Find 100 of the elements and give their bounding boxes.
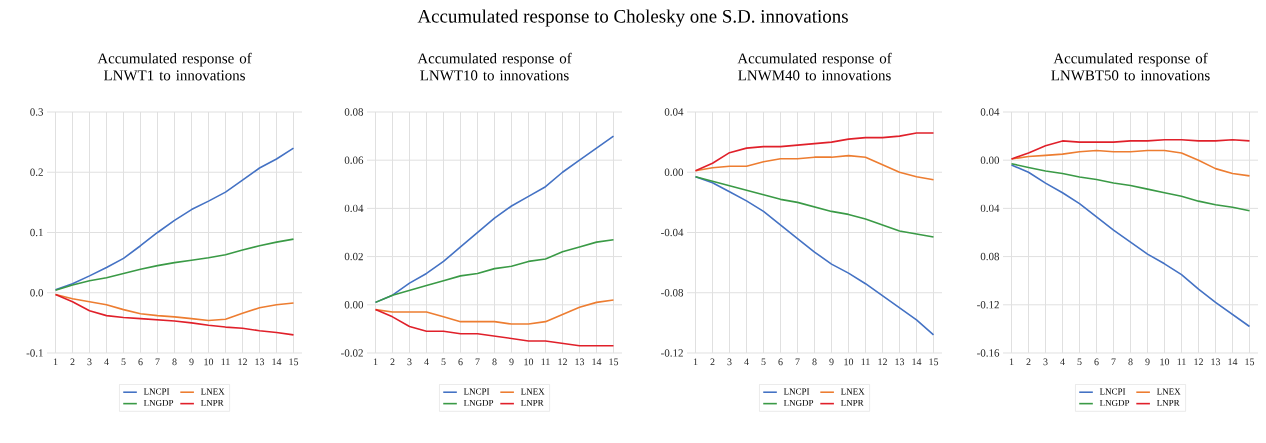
- x-tick-label: 11: [541, 358, 550, 366]
- line-series: [54, 238, 295, 292]
- legend-label: LNGDP: [1099, 399, 1130, 406]
- legend-label: LNCPI: [783, 388, 810, 395]
- y-tick-label: -0.16: [977, 349, 1000, 357]
- x-tick-label: 1: [1009, 358, 1014, 366]
- legend-label: LNPR: [840, 399, 864, 406]
- x-tick-label: 2: [710, 358, 715, 366]
- y-tick-label: 0.00: [664, 168, 684, 176]
- y-tick-label: 0.2: [30, 168, 43, 176]
- legend-label: LNEX: [200, 388, 225, 395]
- x-tick-label: 1: [693, 358, 698, 366]
- x-tick-label: 14: [592, 358, 602, 366]
- x-tick-label: 3: [1043, 358, 1048, 366]
- x-tick-label: 8: [492, 358, 497, 366]
- x-tick-label: 12: [238, 358, 247, 366]
- x-tick-label: 3: [407, 358, 412, 366]
- y-tick-label: 0.04: [980, 108, 1000, 116]
- y-tick-label: -0.12: [977, 301, 999, 309]
- legend-label: LNCPI: [463, 388, 490, 395]
- line-series: [694, 132, 935, 172]
- legend-label: LNGDP: [143, 399, 174, 406]
- legend-label: LNPR: [520, 399, 544, 406]
- x-tick-label: 5: [441, 358, 446, 366]
- x-tick-label: 1: [373, 358, 378, 366]
- x-tick-label: 11: [1177, 358, 1186, 366]
- x-tick-label: 13: [575, 358, 585, 366]
- x-tick-label: 5: [1077, 358, 1082, 366]
- legend-label: LNPR: [200, 399, 224, 406]
- y-tick-label: -0.04: [661, 228, 684, 237]
- x-tick-label: 3: [87, 358, 92, 366]
- legend-label: LNCPI: [143, 388, 170, 395]
- y-tick-label: 0.04: [980, 204, 1000, 213]
- x-tick-label: 1: [53, 358, 58, 366]
- legend-label: LNGDP: [463, 399, 494, 406]
- x-tick-label: 15: [609, 358, 619, 366]
- x-tick-label: 9: [509, 358, 514, 366]
- y-tick-label: 0.00: [980, 156, 1000, 164]
- x-tick-label: 6: [138, 358, 143, 366]
- x-tick-label: 10: [844, 358, 854, 366]
- legend-label: LNPR: [1156, 399, 1180, 406]
- x-tick-label: 7: [155, 358, 160, 366]
- legend-label: LNEX: [840, 388, 865, 395]
- x-tick-label: 6: [1094, 358, 1099, 366]
- y-tick-label: 0.02: [344, 252, 363, 261]
- x-tick-label: 8: [1128, 358, 1133, 366]
- x-tick-label: 13: [895, 358, 905, 366]
- x-tick-label: 14: [912, 358, 922, 366]
- text: Accumulated response to Cholesky one S.D. innovations: [417, 9, 848, 27]
- x-tick-label: 10: [1160, 358, 1170, 366]
- x-tick-label: 14: [272, 358, 282, 366]
- y-tick-label: 0.04: [664, 108, 684, 116]
- x-tick-label: 7: [795, 358, 800, 366]
- line-series: [1010, 163, 1251, 212]
- x-tick-label: 9: [189, 358, 194, 366]
- y-tick-label: 0.0: [30, 289, 44, 297]
- y-tick-label: 0.04: [344, 204, 364, 213]
- x-tick-label: 6: [458, 358, 463, 366]
- x-tick-label: 8: [172, 358, 177, 366]
- x-tick-label: 10: [204, 358, 214, 366]
- x-tick-label: 11: [861, 358, 870, 366]
- chart-title: Accumulated response of LNWT1 to innovations: [97, 52, 252, 81]
- x-tick-label: 7: [475, 358, 480, 366]
- x-tick-label: 4: [1060, 358, 1065, 366]
- line-series: [1010, 149, 1251, 177]
- x-tick-label: 2: [70, 358, 75, 366]
- x-tick-label: 7: [1111, 358, 1116, 366]
- x-tick-label: 4: [104, 358, 109, 366]
- x-tick-label: 3: [727, 358, 732, 366]
- y-tick-label: 0.08: [980, 252, 1000, 261]
- y-tick-label: 0.3: [30, 108, 44, 116]
- x-tick-label: 15: [929, 358, 939, 366]
- x-tick-label: 15: [1245, 358, 1255, 366]
- y-tick-label: 0.00: [344, 301, 364, 309]
- x-tick-label: 13: [1211, 358, 1221, 366]
- y-tick-label: -0.02: [341, 349, 363, 357]
- y-tick-label: 0.1: [30, 228, 43, 237]
- x-tick-label: 9: [829, 358, 834, 366]
- x-tick-label: 5: [761, 358, 766, 366]
- x-tick-label: 9: [1145, 358, 1150, 366]
- x-tick-label: 12: [1194, 358, 1203, 366]
- chart-title: Accumulated response of LNWBT50 to innovations: [1051, 52, 1210, 81]
- legend-label: LNEX: [1156, 388, 1181, 395]
- legend-label: LNCPI: [1099, 388, 1126, 395]
- x-tick-label: 12: [878, 358, 887, 366]
- x-tick-label: 4: [744, 358, 749, 366]
- x-tick-label: 5: [121, 358, 126, 366]
- x-tick-label: 6: [778, 358, 783, 366]
- line-series: [54, 147, 295, 291]
- y-tick-label: -0.08: [661, 289, 684, 297]
- x-tick-label: 11: [221, 358, 230, 366]
- chart-title: Accumulated response of LNWM40 to innovations: [737, 52, 892, 81]
- x-tick-label: 4: [424, 358, 429, 366]
- x-tick-label: 15: [289, 358, 299, 366]
- legend-label: LNEX: [520, 388, 545, 395]
- x-tick-label: 13: [255, 358, 265, 366]
- y-tick-label: -0.12: [661, 349, 683, 357]
- x-tick-label: 10: [524, 358, 534, 366]
- y-tick-label: 0.08: [344, 108, 364, 116]
- x-tick-label: 14: [1228, 358, 1238, 366]
